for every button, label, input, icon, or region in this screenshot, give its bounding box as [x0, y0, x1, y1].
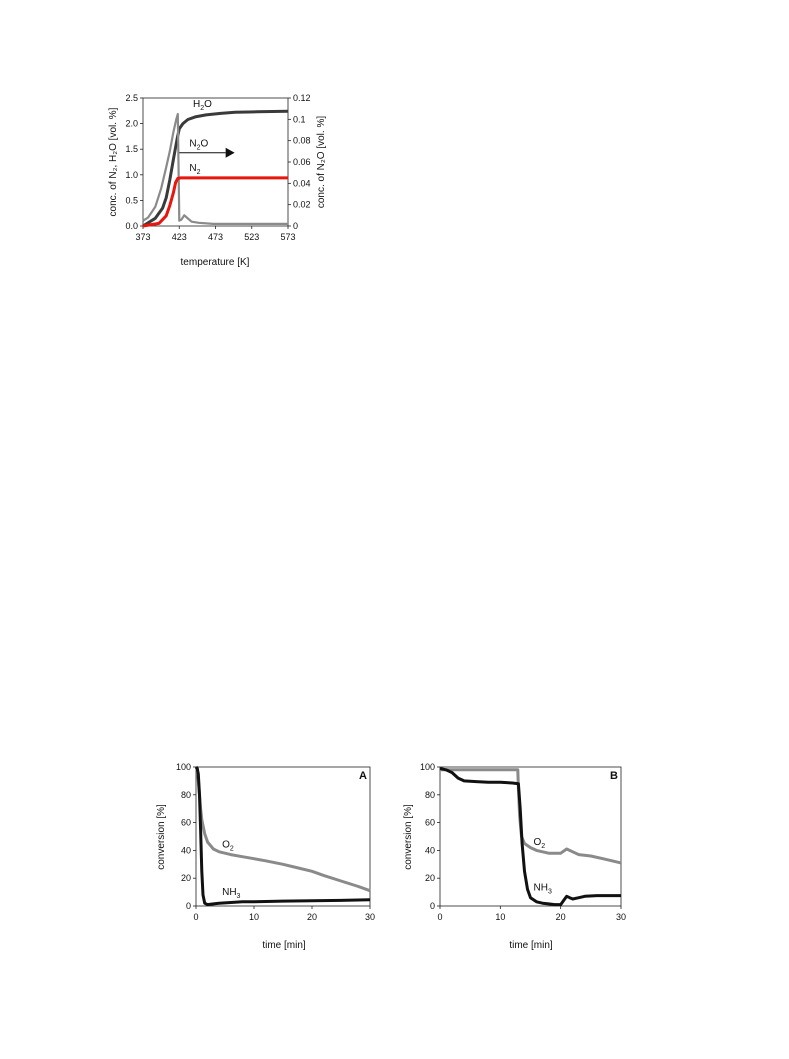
- x-axis-label: time [min]: [509, 940, 553, 951]
- series-nh3-line: [439, 766, 621, 907]
- x-tick-label: 573: [280, 232, 295, 242]
- plot-frame: [195, 766, 371, 907]
- y-axis-label: conversion [%]: [403, 804, 414, 870]
- series-o2-line: [194, 766, 371, 893]
- y-tick-label: 40: [425, 845, 435, 855]
- y-axis-label: conversion [%]: [156, 804, 167, 870]
- series-n2-line: [142, 176, 288, 228]
- y-tick-label-left: 0.0: [125, 221, 138, 231]
- y-tick-label: 60: [425, 818, 435, 828]
- plot-area: 0 10 20 30 0 20 40 60 80 100 O2 NH3: [420, 762, 626, 922]
- y-tick-label-right: 0.04: [293, 178, 311, 188]
- x-tick-label: 20: [307, 912, 317, 922]
- x-tick-label: 20: [556, 912, 566, 922]
- panel-label-b: B: [610, 770, 618, 782]
- x-axis-label: time [min]: [262, 940, 306, 951]
- y-tick-label: 0: [430, 901, 435, 911]
- y-tick-label-right: 0.1: [293, 114, 306, 124]
- y-tick-label-right: 0.02: [293, 200, 311, 210]
- x-tick-label: 10: [495, 912, 505, 922]
- y-tick-label: 20: [181, 873, 191, 883]
- y-tick-label: 20: [425, 873, 435, 883]
- series-nh3-line: [194, 766, 371, 907]
- y-tick-label-left: 1.5: [125, 144, 138, 154]
- y-tick-label-right: 0.08: [293, 136, 311, 146]
- y-tick-label-left: 0.5: [125, 195, 138, 205]
- panel-label-a: A: [359, 770, 367, 782]
- y-tick-label-left: 2.5: [125, 93, 138, 103]
- y-tick-label-left: 2.0: [125, 119, 138, 129]
- series-n2o-line: [142, 112, 288, 225]
- y-tick-label-right: 0: [293, 221, 298, 231]
- x-tick-label: 423: [172, 232, 187, 242]
- x-tick-label: 523: [244, 232, 259, 242]
- series-h2o-line: [142, 109, 289, 228]
- series-label-nh3: NH3: [222, 887, 240, 900]
- series-label-o2: O2: [534, 837, 546, 850]
- series-label-nh3: NH3: [534, 883, 552, 896]
- series-o2-line: [440, 768, 622, 865]
- x-tick-label: 10: [249, 912, 259, 922]
- y-tick-label: 80: [181, 790, 191, 800]
- plot-area: 373 423 473 523 573 0.0 0.5 1.0 1.5 2.0 2.5 0 0.02 0.…: [125, 93, 310, 242]
- temperature-concentration-chart: 373 423 473 523 573 0.0 0.5 1.0 1.5 2.0 2.5 0 0.02 0.…: [108, 93, 327, 268]
- x-tick-label: 30: [365, 912, 375, 922]
- plot-area: 0 10 20 30 0 20 40 60 80 100 O2 NH3: [176, 762, 375, 922]
- y-tick-label: 60: [181, 818, 191, 828]
- plot-frame: [142, 97, 289, 227]
- left-y-axis-label: conc. of N₂, H₂O [vol. %]: [108, 107, 119, 216]
- y-tick-label: 100: [176, 762, 191, 772]
- x-tick-label: 0: [193, 912, 198, 922]
- y-tick-label: 80: [425, 790, 435, 800]
- x-tick-label: 473: [208, 232, 223, 242]
- y-tick-label: 40: [181, 845, 191, 855]
- x-tick-label: 373: [135, 232, 150, 242]
- x-tick-label: 30: [616, 912, 626, 922]
- series-label-h2o: H2O: [193, 99, 212, 112]
- plot-frame: [439, 766, 622, 907]
- y-tick-label-right: 0.06: [293, 157, 311, 167]
- series-label-o2: O2: [222, 840, 234, 853]
- y-tick-label-left: 1.0: [125, 170, 138, 180]
- axis-arrow-head: [225, 147, 235, 158]
- x-axis-label: temperature [K]: [181, 257, 250, 268]
- series-label-n2: N2: [189, 163, 200, 176]
- y-tick-label: 100: [420, 762, 435, 772]
- y-tick-label-right: 0.12: [293, 93, 311, 103]
- right-y-axis-label: conc. of N₂O [vol. %]: [316, 116, 327, 208]
- y-tick-label: 0: [186, 901, 191, 911]
- series-label-n2o: N2O: [189, 139, 208, 152]
- x-tick-label: 0: [437, 912, 442, 922]
